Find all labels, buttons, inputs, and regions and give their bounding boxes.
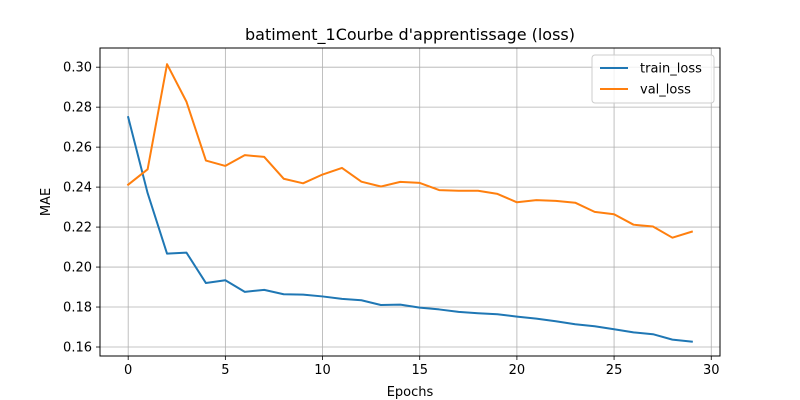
x-tick-label: 10 — [314, 363, 331, 378]
x-tick-label: 15 — [411, 363, 428, 378]
chart-title: batiment_1Courbe d'apprentissage (loss) — [245, 25, 575, 45]
series-lines — [126, 63, 694, 343]
y-tick-label: 0.20 — [63, 261, 92, 276]
plot-frame — [99, 47, 721, 357]
axis-ticks: 0 5 10 15 20 25 30 0.16 0.18 0.20 0.22 0.24 0.26 0.28… — [63, 61, 719, 378]
y-tick-label: 0.30 — [63, 61, 92, 76]
y-tick-label: 0.16 — [63, 341, 92, 356]
y-tick-label: 0.28 — [63, 101, 92, 116]
x-tick-label: 25 — [606, 363, 623, 378]
x-tick-label: 30 — [703, 363, 720, 378]
series-line-train-loss — [126, 115, 693, 343]
series-line-val-loss — [126, 63, 694, 239]
x-tick-label: 20 — [509, 363, 526, 378]
x-tick-label: 5 — [221, 363, 229, 378]
y-tick-label: 0.24 — [63, 181, 92, 196]
x-axis-label: Epochs — [387, 385, 434, 400]
y-tick-label: 0.22 — [63, 221, 92, 236]
y-tick-label: 0.26 — [63, 141, 92, 156]
legend-label-train-loss: train_loss — [640, 62, 702, 77]
legend: train_loss val_loss — [591, 54, 715, 104]
y-tick-label: 0.18 — [63, 301, 92, 316]
x-tick-label: 0 — [124, 363, 132, 378]
legend-label-val-loss: val_loss — [640, 83, 691, 98]
y-axis-label: MAE — [39, 188, 54, 216]
